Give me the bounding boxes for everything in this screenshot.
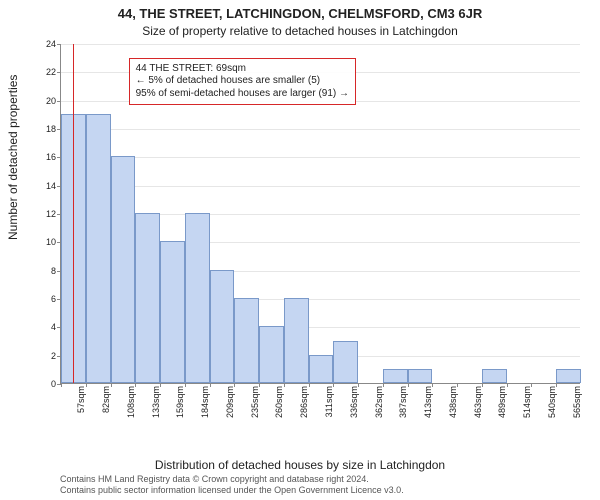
xtick-label: 362sqm (374, 386, 384, 418)
xtick-label: 260sqm (274, 386, 284, 418)
xtick-mark (234, 383, 235, 387)
xtick-mark (408, 383, 409, 387)
gridline (61, 157, 580, 158)
xtick-label: 311sqm (324, 386, 334, 417)
xtick-label: 159sqm (175, 386, 185, 418)
xtick-label: 209sqm (225, 386, 235, 418)
xtick-mark (309, 383, 310, 387)
ytick-label: 16 (26, 152, 56, 162)
histogram-bar (333, 341, 358, 384)
xtick-label: 108sqm (126, 386, 136, 418)
xtick-mark (160, 383, 161, 387)
xtick-mark (358, 383, 359, 387)
xtick-label: 438sqm (448, 386, 458, 418)
histogram-bar (86, 114, 111, 383)
ytick-label: 10 (26, 237, 56, 247)
gridline (61, 129, 580, 130)
ytick-label: 0 (26, 379, 56, 389)
xtick-mark (210, 383, 211, 387)
ytick-mark (57, 72, 61, 73)
ytick-label: 20 (26, 96, 56, 106)
xtick-mark (432, 383, 433, 387)
histogram-bar (135, 213, 160, 383)
ytick-mark (57, 44, 61, 45)
xtick-mark (259, 383, 260, 387)
ytick-label: 24 (26, 39, 56, 49)
figure: 44, THE STREET, LATCHINGDON, CHELMSFORD,… (0, 0, 600, 500)
xtick-mark (482, 383, 483, 387)
histogram-bar (160, 241, 185, 383)
xtick-label: 387sqm (398, 386, 408, 418)
xtick-mark (284, 383, 285, 387)
xtick-label: 565sqm (572, 386, 582, 418)
xtick-mark (86, 383, 87, 387)
xtick-label: 184sqm (200, 386, 210, 418)
histogram-bar (482, 369, 507, 383)
chart-subtitle: Size of property relative to detached ho… (0, 24, 600, 38)
histogram-bar (408, 369, 433, 383)
histogram-bar (309, 355, 334, 383)
ytick-label: 18 (26, 124, 56, 134)
ytick-label: 22 (26, 67, 56, 77)
attribution-footer: Contains HM Land Registry data © Crown c… (60, 474, 590, 496)
xtick-label: 413sqm (423, 386, 433, 418)
xtick-mark (556, 383, 557, 387)
plot-area: 02468101214161820222457sqm82sqm108sqm133… (60, 44, 580, 384)
histogram-bar (284, 298, 309, 383)
xtick-label: 133sqm (151, 386, 161, 418)
annotation-box: 44 THE STREET: 69sqm← 5% of detached hou… (129, 58, 356, 106)
xtick-label: 540sqm (547, 386, 557, 418)
xtick-label: 57sqm (76, 386, 86, 413)
ytick-label: 2 (26, 351, 56, 361)
ytick-label: 12 (26, 209, 56, 219)
ytick-label: 14 (26, 181, 56, 191)
annotation-line: 44 THE STREET: 69sqm (136, 63, 349, 76)
xtick-label: 82sqm (101, 386, 111, 413)
x-axis-label: Distribution of detached houses by size … (0, 458, 600, 472)
histogram-bar (234, 298, 259, 383)
ytick-label: 6 (26, 294, 56, 304)
footer-line2: Contains public sector information licen… (60, 485, 590, 496)
chart-title: 44, THE STREET, LATCHINGDON, CHELMSFORD,… (0, 6, 600, 21)
xtick-label: 336sqm (349, 386, 359, 418)
histogram-bar (383, 369, 408, 383)
histogram-bar (210, 270, 235, 383)
xtick-mark (383, 383, 384, 387)
xtick-mark (333, 383, 334, 387)
gridline (61, 186, 580, 187)
histogram-bar (185, 213, 210, 383)
gridline (61, 44, 580, 45)
xtick-mark (135, 383, 136, 387)
xtick-label: 286sqm (299, 386, 309, 418)
xtick-label: 235sqm (250, 386, 260, 418)
ytick-label: 4 (26, 322, 56, 332)
marker-line (73, 44, 74, 383)
annotation-line: ← 5% of detached houses are smaller (5) (136, 75, 349, 88)
xtick-mark (457, 383, 458, 387)
xtick-label: 463sqm (473, 386, 483, 418)
annotation-line: 95% of semi-detached houses are larger (… (136, 88, 349, 101)
footer-line1: Contains HM Land Registry data © Crown c… (60, 474, 590, 485)
xtick-mark (507, 383, 508, 387)
xtick-mark (185, 383, 186, 387)
histogram-bar (556, 369, 581, 383)
y-axis-label: Number of detached properties (6, 75, 20, 240)
xtick-mark (531, 383, 532, 387)
xtick-label: 514sqm (522, 386, 532, 418)
xtick-mark (61, 383, 62, 387)
ytick-label: 8 (26, 266, 56, 276)
ytick-mark (57, 101, 61, 102)
histogram-bar (259, 326, 284, 383)
xtick-mark (111, 383, 112, 387)
histogram-bar (111, 156, 136, 383)
xtick-label: 489sqm (497, 386, 507, 418)
